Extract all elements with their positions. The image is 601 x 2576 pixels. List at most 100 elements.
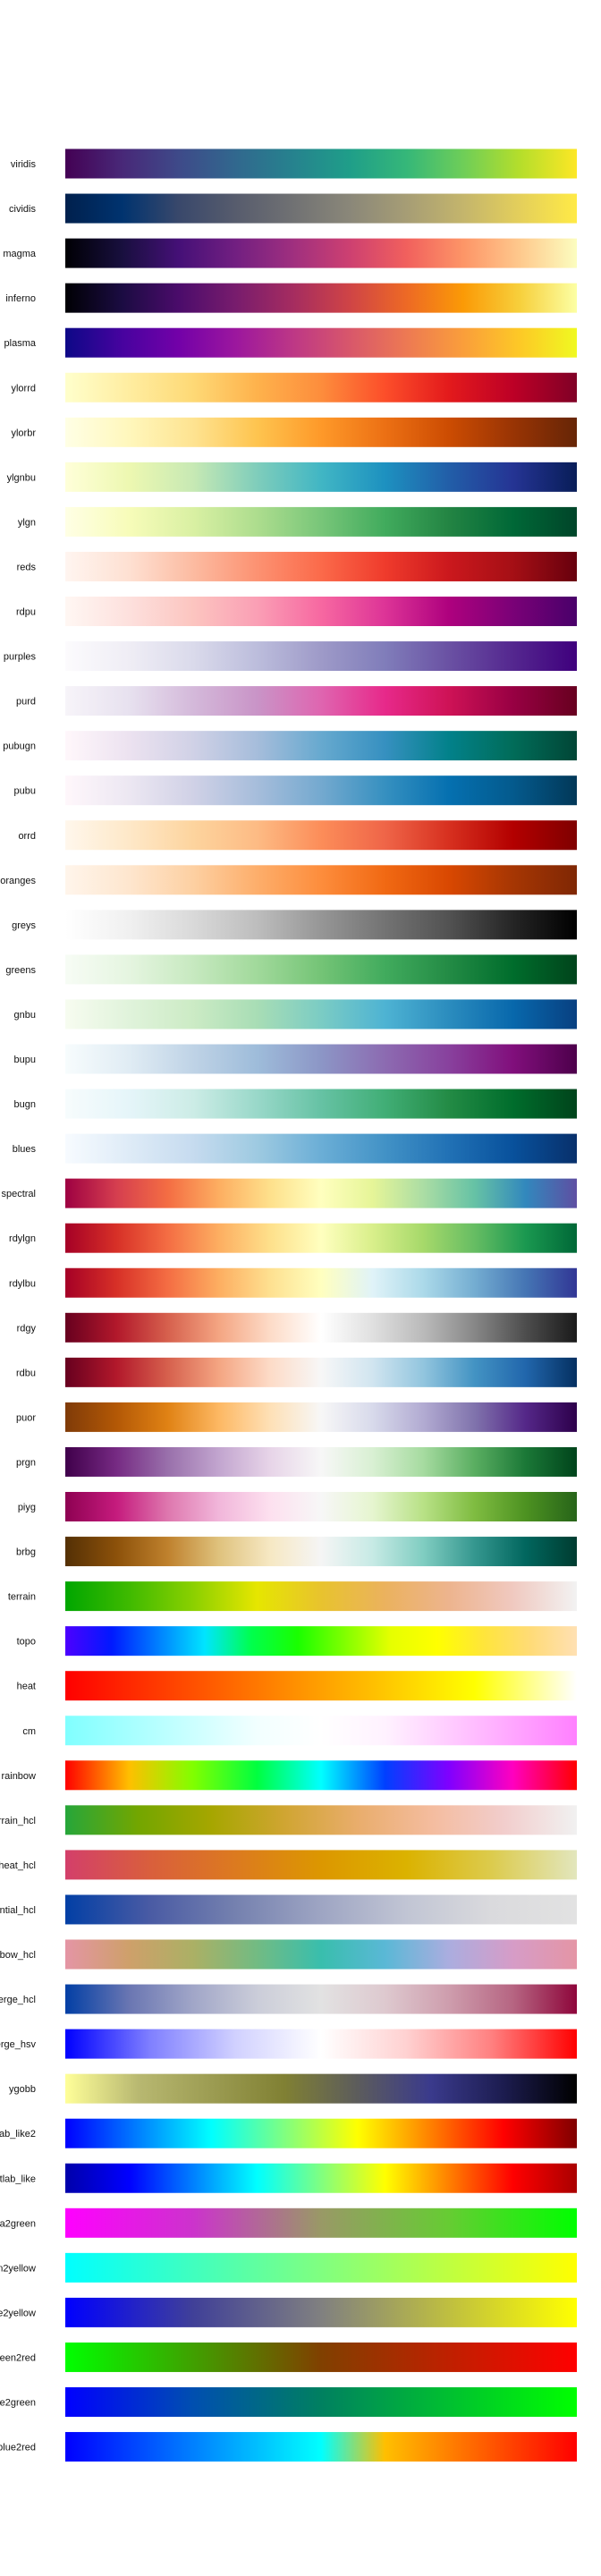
palette-bar: [65, 2342, 577, 2372]
palette-label: ylgn: [18, 517, 36, 528]
palette-bar: [65, 1446, 577, 1477]
palette-bar: [65, 2207, 577, 2238]
palette-row: terrain_hcl: [0, 1805, 577, 1835]
palette-row: plasma: [4, 327, 577, 358]
palette-label: rdpu: [16, 607, 36, 618]
palette-row: gnbu: [14, 999, 577, 1030]
palette-label: matlab_like2: [0, 2129, 36, 2140]
palette-label: ygobb: [9, 2084, 36, 2095]
palette-row: matlab_like2: [0, 2118, 577, 2148]
palette-row: orrd: [18, 820, 577, 851]
palette-row: oranges: [0, 865, 577, 895]
palette-label: rainbow_hcl: [0, 1950, 36, 1961]
palette-bar: [65, 1984, 577, 2014]
palette-row: piyg: [18, 1492, 577, 1521]
palette-bar: [65, 2387, 577, 2417]
palette-label: rainbow: [1, 1771, 36, 1782]
palette-bar: [65, 1581, 577, 1612]
palette-row: heat: [17, 1671, 577, 1701]
palette-label: magma: [3, 249, 37, 259]
palette-row: sequential_hcl: [0, 1894, 577, 1925]
palette-bar: [65, 1850, 577, 1880]
palette-bar: [65, 1357, 577, 1387]
palette-bar: [65, 731, 577, 761]
palette-row: ylgnbu: [7, 462, 577, 492]
palette-bar: [65, 417, 577, 447]
palette-bar: [65, 1089, 577, 1119]
palette-label: ylorrd: [11, 383, 36, 394]
palette-label: rdgy: [17, 1323, 37, 1334]
palette-row: blue2green: [0, 2387, 577, 2417]
palette-label: bupu: [14, 1055, 36, 1065]
palette-row: bupu: [14, 1044, 577, 1074]
palette-row: ylorrd: [11, 372, 577, 402]
palette-bar: [65, 1402, 577, 1432]
palette-label: orrd: [18, 831, 36, 842]
palette-row: blue2red: [0, 2432, 577, 2462]
palette-label: blue2red: [0, 2443, 36, 2453]
palette-bar: [65, 1267, 577, 1298]
palette-bar: [65, 1178, 577, 1208]
palette-label: gnbu: [14, 1010, 36, 1021]
palette-label: heat_hcl: [0, 1860, 36, 1871]
palette-label: plasma: [4, 338, 37, 349]
palette-bar: [65, 283, 577, 313]
palette-bar: [65, 597, 577, 626]
palette-label: matlab_like: [0, 2174, 36, 2184]
palette-bar: [65, 506, 577, 537]
palette-label: reds: [17, 562, 37, 572]
palette-bar: [65, 1671, 577, 1701]
palette-bar: [65, 686, 577, 716]
palette-label: rdbu: [16, 1368, 36, 1378]
palette-bar: [65, 1133, 577, 1164]
palette-bar: [65, 462, 577, 492]
palette-row: matlab_like: [0, 2163, 577, 2193]
palette-row: blues: [13, 1133, 577, 1164]
palette-row: cividis: [9, 193, 577, 224]
palette-label: viridis: [11, 159, 37, 170]
palette-label: oranges: [0, 876, 36, 886]
palette-row: brbg: [16, 1537, 577, 1567]
palette-bar: [65, 775, 577, 806]
palette-label: terrain_hcl: [0, 1816, 36, 1826]
palette-bar: [65, 1939, 577, 1970]
palette-label: purd: [16, 697, 36, 708]
palette-label: diverge_hsv: [0, 2039, 36, 2050]
palette-row: bugn: [14, 1089, 577, 1119]
palette-row: greens: [5, 954, 577, 985]
palette-row: spectral: [1, 1178, 577, 1208]
palette-row: ylgn: [18, 506, 577, 537]
palette-row: diverge_hsv: [0, 2029, 577, 2059]
palette-bar: [65, 1044, 577, 1074]
palette-label: blues: [13, 1144, 37, 1155]
palette-row: purples: [4, 641, 577, 672]
palette-label: rdylbu: [9, 1278, 36, 1289]
palette-row: green2red: [0, 2342, 577, 2372]
palette-row: cm: [22, 1716, 577, 1746]
palette-label: ylgnbu: [7, 472, 36, 483]
palette-row: viridis: [11, 148, 577, 179]
palette-label: green2red: [0, 2352, 36, 2363]
palette-bar: [65, 910, 577, 940]
palette-label: greens: [5, 965, 36, 976]
palette-row: inferno: [5, 283, 577, 313]
palette-bar: [65, 2118, 577, 2148]
palette-label: puor: [16, 1412, 36, 1423]
palette-bar: [65, 238, 577, 268]
palette-row: reds: [17, 551, 577, 581]
palette-row: greys: [12, 910, 577, 940]
palette-label: sequential_hcl: [0, 1905, 36, 1916]
palette-label: brbg: [16, 1547, 36, 1558]
palette-label: purples: [4, 652, 37, 663]
palette-label: bugn: [14, 1099, 36, 1110]
palette-row: rainbow: [1, 1760, 577, 1791]
palette-row: rdpu: [16, 597, 577, 626]
palette-row: cyan2yellow: [0, 2252, 577, 2283]
palette-bar: [65, 193, 577, 224]
palette-label: prgn: [16, 1457, 36, 1468]
palette-label: rdylgn: [9, 1233, 36, 1244]
palette-bar: [65, 2252, 577, 2283]
palette-bar: [65, 1223, 577, 1253]
palette-bar: [65, 1894, 577, 1925]
